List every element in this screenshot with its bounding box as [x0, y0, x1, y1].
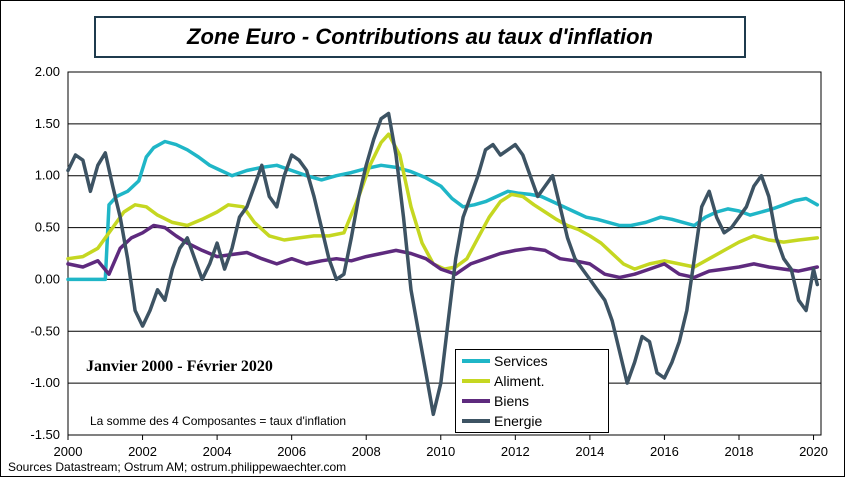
legend: Services Aliment. Biens Energie: [455, 349, 609, 433]
x-tick-label: 2016: [650, 444, 679, 459]
x-tick-label: 2006: [277, 444, 306, 459]
x-tick-label: 2020: [799, 444, 828, 459]
legend-swatch-aliment: [462, 379, 490, 383]
y-tick-label: -1.00: [30, 375, 60, 390]
x-tick-label: 2008: [352, 444, 381, 459]
source-note: Sources Datastream; Ostrum AM; ostrum.ph…: [8, 460, 347, 474]
y-axis-ticks: 2.00 1.50 1.00 0.50 0.00 -0.50 -1.00 -1.50: [30, 64, 60, 442]
y-tick-label: 2.00: [35, 64, 60, 79]
gridlines: [68, 123, 821, 384]
legend-label-aliment: Aliment.: [494, 373, 545, 389]
x-tick-label: 2018: [725, 444, 754, 459]
legend-swatch-biens: [462, 399, 490, 403]
x-tick-label: 2002: [128, 444, 157, 459]
x-axis-ticks: 2000 2002 2004 2006 2008 2010 2012 2014 2016 2018…: [54, 435, 828, 459]
x-tick-label: 2012: [501, 444, 530, 459]
legend-label-services: Services: [494, 353, 548, 369]
period-label: Janvier 2000 - Février 2020: [86, 358, 273, 375]
y-tick-label: 1.00: [35, 168, 60, 183]
legend-item-biens: Biens: [462, 391, 529, 411]
x-tick-label: 2014: [575, 444, 604, 459]
chart-title: Zone Euro - Contributions au taux d'infl…: [187, 24, 653, 49]
y-tick-label: -1.50: [30, 427, 60, 442]
series-line-biens: [66, 223, 820, 280]
legend-item-energie: Energie: [462, 411, 542, 431]
footnote: La somme des 4 Composantes = taux d'infl…: [90, 414, 347, 428]
x-tick-label: 2004: [203, 444, 232, 459]
chart-title-box: Zone Euro - Contributions au taux d'infl…: [94, 16, 746, 58]
series-line-energie: [66, 111, 820, 417]
legend-label-biens: Biens: [494, 393, 530, 409]
plot-area: [67, 71, 822, 436]
legend-item-aliment: Aliment.: [462, 371, 545, 391]
x-tick-label: 2010: [426, 444, 455, 459]
legend-item-services: Services: [462, 351, 548, 371]
legend-label-energie: Energie: [494, 413, 543, 429]
y-tick-label: 0.50: [35, 220, 60, 235]
x-tick-label: 2000: [54, 444, 83, 459]
y-tick-label: 1.50: [35, 116, 60, 131]
series-line-services: [66, 139, 820, 282]
y-tick-label: -0.50: [30, 323, 60, 338]
legend-swatch-services: [462, 359, 490, 363]
legend-swatch-energie: [462, 419, 490, 423]
series-layer: [66, 111, 820, 417]
y-tick-label: 0.00: [35, 271, 60, 286]
